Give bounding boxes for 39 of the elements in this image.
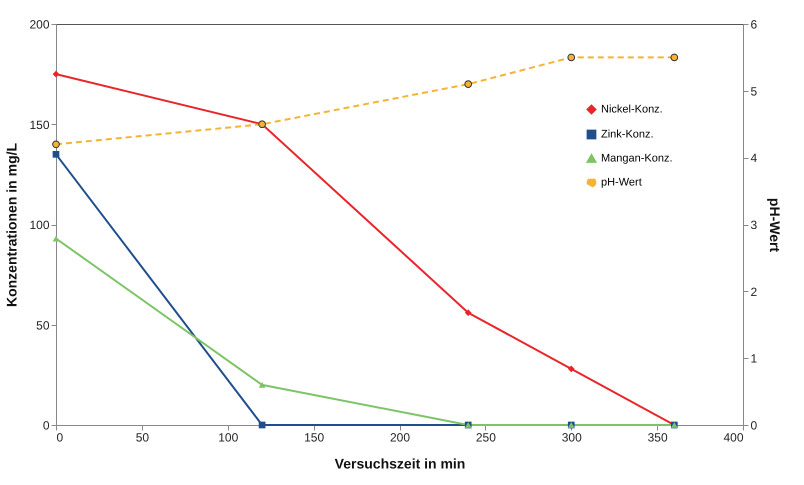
legend-label: Zink-Konz. xyxy=(601,128,654,140)
point xyxy=(52,150,60,158)
point xyxy=(464,309,472,316)
point xyxy=(258,422,266,428)
x-tick-label: 400 xyxy=(723,430,744,444)
point xyxy=(258,382,266,388)
point xyxy=(52,140,60,148)
legend-label: Mangan-Konz. xyxy=(601,152,673,164)
y-tick-label: 150 xyxy=(29,118,50,132)
y2-tick-label: 1 xyxy=(750,352,758,366)
x-tick-label: 200 xyxy=(390,430,410,444)
x-tick-label: 300 xyxy=(562,430,582,444)
point xyxy=(568,366,575,372)
x-tick-label: 50 xyxy=(136,430,150,444)
y2-axis-title: pH-Wert xyxy=(767,198,784,252)
y2-tick-label: 6 xyxy=(750,18,758,32)
y-axis-title: Konzentrationen in mg/L xyxy=(3,142,20,308)
y2-tick-label: 0 xyxy=(750,418,758,432)
point xyxy=(464,80,472,88)
y-tick-label: 200 xyxy=(29,18,50,32)
y2-tick-label: 5 xyxy=(750,84,758,98)
point xyxy=(52,236,60,242)
x-tick-label: 0 xyxy=(56,430,64,444)
y-tick-label: 0 xyxy=(42,418,50,432)
y2-tick-label: 2 xyxy=(750,284,758,299)
x-tick-label: 350 xyxy=(648,430,668,444)
y-tick-label: 50 xyxy=(36,318,50,332)
y-tick-label: 100 xyxy=(29,218,50,232)
y2-tick-label: 4 xyxy=(750,151,758,166)
legend-label: pH-Wert xyxy=(601,176,642,188)
legend-label: Nickel-Konz. xyxy=(601,104,663,116)
x-axis-title: Versuchszeit in min xyxy=(334,456,466,472)
point xyxy=(567,54,576,62)
point xyxy=(670,54,678,62)
x-tick-label: 250 xyxy=(476,430,496,444)
x-tick-label: 150 xyxy=(304,430,324,444)
point xyxy=(52,70,60,78)
y2-tick-label: 3 xyxy=(750,218,758,232)
x-tick-label: 100 xyxy=(218,430,239,444)
